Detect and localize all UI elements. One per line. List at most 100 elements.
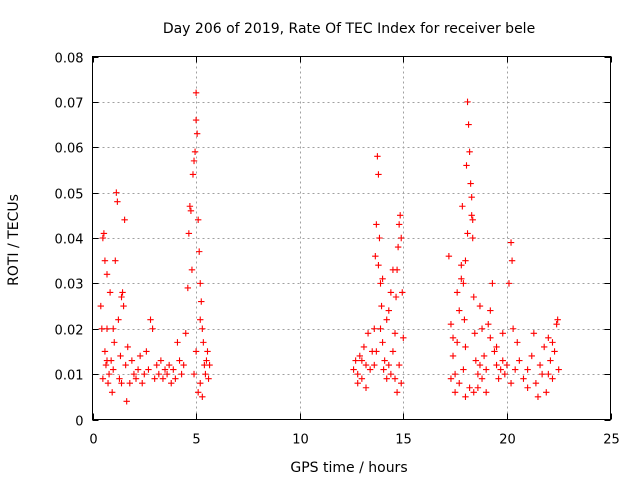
data-point [396, 212, 404, 219]
data-point [462, 257, 469, 264]
data-point [451, 370, 459, 378]
data-point [400, 334, 407, 342]
data-point [197, 380, 204, 387]
data-point [189, 171, 197, 178]
data-point [524, 384, 531, 391]
data-point [199, 325, 206, 332]
data-point [478, 325, 486, 332]
y-tick-label: 0.06 [55, 142, 84, 157]
data-point [360, 343, 368, 351]
data-point [538, 370, 546, 378]
data-point [186, 203, 194, 210]
data-point [463, 162, 470, 169]
data-point [200, 339, 207, 346]
data-point [398, 234, 405, 242]
data-point [110, 325, 117, 332]
data-point [482, 389, 490, 396]
data-point [458, 275, 465, 283]
data-point [176, 357, 183, 364]
data-point [451, 389, 459, 396]
data-point [106, 289, 114, 296]
data-point [191, 148, 199, 155]
data-point [501, 370, 509, 378]
data-point [447, 321, 455, 328]
data-point [174, 339, 181, 346]
data-point [472, 357, 480, 364]
data-point [447, 375, 455, 382]
data-point [508, 257, 516, 264]
data-point [182, 330, 189, 337]
data-point [123, 398, 130, 405]
data-point [128, 357, 136, 364]
data-point [456, 380, 463, 387]
data-point [126, 380, 133, 387]
data-point [159, 375, 167, 382]
data-point [379, 339, 386, 346]
data-point [371, 361, 378, 369]
data-point [469, 234, 476, 242]
data-point [495, 375, 502, 382]
y-tick-label: 0.04 [55, 233, 84, 248]
data-point [103, 271, 111, 278]
data-point [118, 293, 125, 301]
data-point [373, 221, 380, 228]
data-point [549, 339, 556, 346]
data-point [383, 316, 390, 323]
data-point [362, 384, 370, 391]
data-point [395, 361, 403, 369]
data-point [464, 230, 471, 237]
data-point [206, 361, 213, 369]
data-point [485, 321, 492, 328]
data-point [110, 366, 117, 373]
data-point [103, 325, 111, 332]
data-point [204, 348, 211, 355]
data-point [104, 380, 112, 387]
data-point [358, 375, 366, 382]
x-axis-ticks: 0 5 10 15 20 25 [89, 56, 620, 448]
data-point [121, 216, 128, 224]
data-point [198, 298, 205, 305]
x-tick-label: 0 [89, 433, 97, 448]
data-point [380, 366, 387, 373]
data-point [108, 389, 116, 396]
y-tick-label: 0.05 [55, 188, 84, 203]
x-tick-label: 20 [499, 433, 516, 448]
data-point [476, 361, 484, 369]
data-point [354, 380, 361, 387]
data-point [101, 348, 109, 355]
data-point [478, 375, 486, 382]
data-point [545, 334, 552, 342]
data-point [493, 361, 500, 369]
data-point [375, 171, 382, 178]
data-point [352, 357, 359, 364]
data-point [445, 252, 453, 260]
data-point [118, 380, 125, 387]
x-tick-label: 25 [603, 433, 620, 448]
data-point [381, 357, 388, 364]
data-point [487, 334, 494, 342]
data-point [540, 343, 548, 351]
data-point [197, 316, 204, 323]
data-point [157, 357, 165, 364]
data-point [389, 266, 397, 273]
data-point [389, 348, 397, 355]
data-point [356, 352, 363, 360]
data-point [453, 289, 461, 296]
data-point [116, 375, 123, 382]
data-point [124, 343, 131, 351]
data-point [471, 330, 478, 337]
data-point [362, 361, 370, 369]
data-point [528, 352, 535, 360]
data-point [554, 316, 561, 323]
data-point [474, 384, 482, 391]
data-point [130, 370, 138, 378]
data-point [193, 130, 201, 137]
data-point [136, 352, 144, 360]
data-point [398, 380, 405, 387]
data-point [520, 375, 527, 382]
data-point [503, 361, 511, 369]
data-point [112, 257, 119, 264]
data-point [97, 302, 104, 310]
data-point [449, 352, 457, 360]
data-point [111, 339, 118, 346]
